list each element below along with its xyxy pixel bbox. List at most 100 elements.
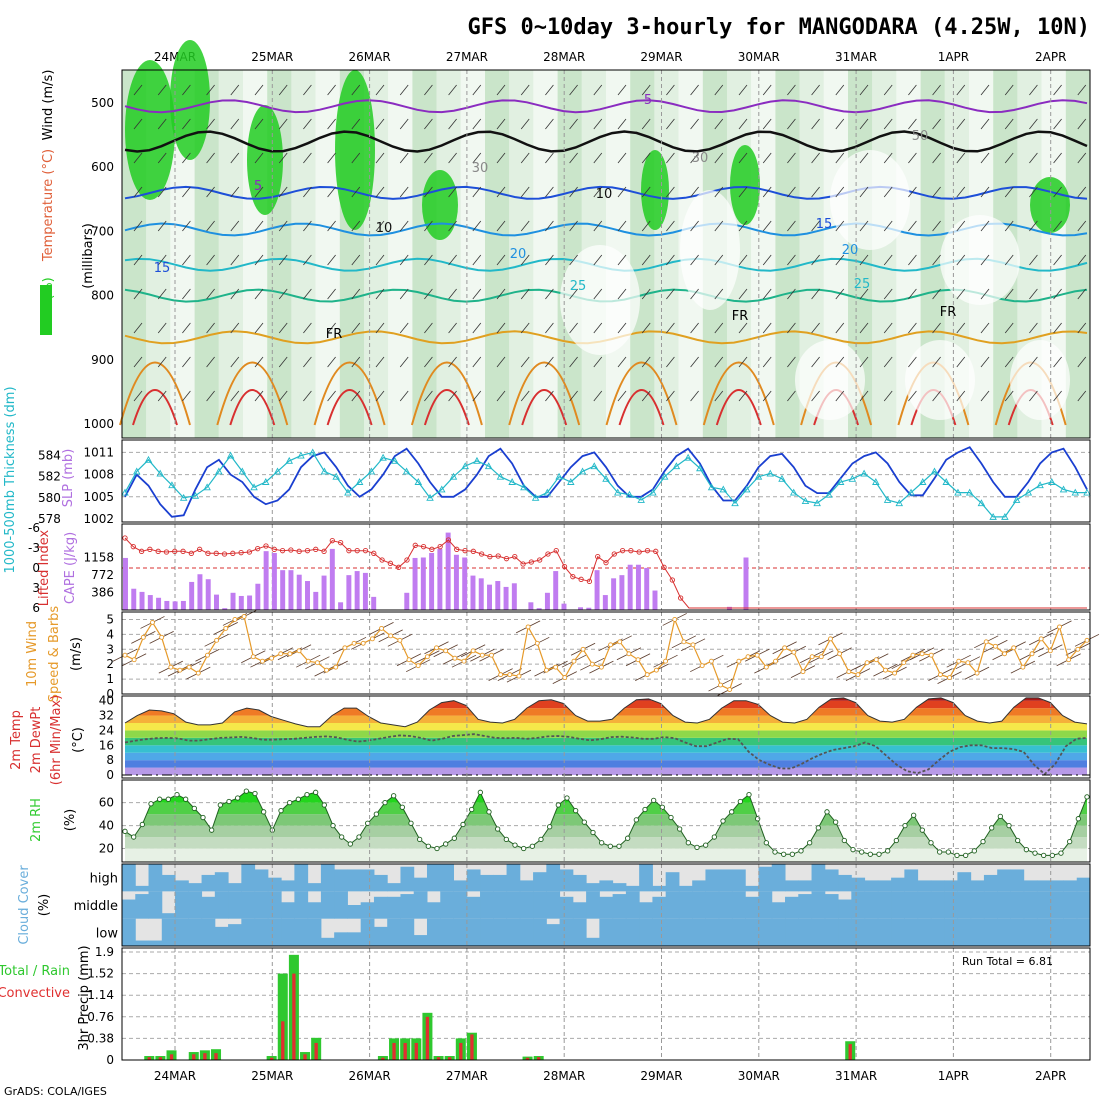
rh-point xyxy=(781,851,787,857)
wind-barb xyxy=(472,390,482,402)
temp-axis-label-3: (6hr Min/Max) xyxy=(49,695,64,785)
cape-bar xyxy=(627,564,633,610)
lifted-index-point xyxy=(205,550,211,556)
thickness-point xyxy=(273,467,282,475)
wind-barb xyxy=(980,186,990,198)
hot-contour xyxy=(715,389,762,426)
rh-point xyxy=(633,817,639,823)
rh-point xyxy=(989,825,995,831)
thickness-point xyxy=(449,472,458,480)
rh-point xyxy=(763,840,769,846)
wind-barb xyxy=(1029,356,1038,368)
cloud-cell xyxy=(122,918,136,946)
wind-barb xyxy=(762,152,772,164)
wind-barb xyxy=(496,390,506,402)
slp-axis-label: SLP (mb) xyxy=(61,449,76,508)
lifted-index-point xyxy=(196,546,203,552)
cape-bar xyxy=(644,567,650,610)
wind-barb xyxy=(811,254,820,266)
lifted-index-point xyxy=(470,548,476,554)
rh-point xyxy=(1032,850,1038,856)
wind-barb xyxy=(835,152,845,164)
wind-barb xyxy=(254,220,264,232)
cloud-cell xyxy=(320,864,335,892)
cloud-cell xyxy=(944,891,958,919)
cloud-cell xyxy=(135,885,150,892)
cloud-cell xyxy=(731,918,746,946)
cloud-cell xyxy=(798,880,813,892)
rh-point xyxy=(521,845,527,852)
wind-speed-point xyxy=(708,658,714,664)
cloud-cell xyxy=(241,891,256,919)
thickness-point xyxy=(813,499,821,507)
wind-barb xyxy=(303,356,312,368)
thickness-point xyxy=(567,478,575,485)
wind-barb xyxy=(932,186,941,198)
date-label-top: 1APR xyxy=(938,50,969,64)
wind-axis-label-3: (m/s) xyxy=(69,637,84,671)
lifted-index-point xyxy=(213,550,219,556)
wind-barb xyxy=(1053,152,1062,164)
wind-barb xyxy=(327,356,336,368)
cape-bar xyxy=(271,552,277,610)
wind-speed-point xyxy=(406,657,412,663)
wind-barb xyxy=(1029,390,1038,402)
wind-barb xyxy=(424,356,433,368)
wind-speed-point xyxy=(663,658,669,664)
wind-barb xyxy=(714,118,724,130)
wind-barb xyxy=(666,152,675,164)
wind-barb xyxy=(545,254,554,266)
cape-bar xyxy=(329,548,335,610)
rh-point xyxy=(235,795,241,801)
wind-barb xyxy=(714,84,724,96)
rh-shade xyxy=(412,70,437,438)
cloud-cell xyxy=(413,935,428,946)
rh-band xyxy=(125,791,1087,803)
cloud-cell xyxy=(758,866,773,892)
wind-barb xyxy=(714,288,724,300)
wind-speed-point xyxy=(837,651,843,657)
rh-point xyxy=(347,841,353,847)
wind-barb xyxy=(714,322,724,334)
lifted-index-point xyxy=(603,560,609,566)
wind-barb xyxy=(351,118,361,130)
wind-barb xyxy=(351,390,361,402)
cape-axis-label: CAPE (J/kg) xyxy=(63,532,78,604)
wind-barb xyxy=(593,186,603,198)
precip-total-bar xyxy=(277,973,288,1060)
wind-barb xyxy=(883,220,893,232)
wind-barb xyxy=(859,152,869,164)
rh-point xyxy=(581,819,587,825)
thickness-point xyxy=(1083,488,1091,496)
wind-barb xyxy=(641,322,651,334)
thickness-point xyxy=(226,451,235,459)
cloud-cell xyxy=(135,894,150,919)
rh-point xyxy=(1015,837,1021,844)
cloud-cell xyxy=(440,891,455,919)
hot-contour xyxy=(618,389,665,426)
wind-speed-point xyxy=(571,658,577,664)
wind-barb xyxy=(1004,220,1014,232)
thickness-point xyxy=(965,488,974,496)
cloud-cell xyxy=(267,891,282,919)
lifted-index-point xyxy=(595,554,601,560)
lifted-index-point xyxy=(238,550,244,556)
wind-barb xyxy=(883,186,893,198)
thickness-point xyxy=(203,483,211,491)
cape-bar xyxy=(371,596,377,610)
lifted-index-point xyxy=(138,548,145,554)
wind-barb xyxy=(617,288,627,300)
wind-barb xyxy=(545,118,554,130)
wind-speed-point xyxy=(324,667,330,673)
date-label-top: 31MAR xyxy=(835,50,877,64)
wind-barb xyxy=(254,322,264,334)
wind-barb xyxy=(883,288,893,300)
wind-barb xyxy=(762,322,772,334)
thickness-point xyxy=(789,488,798,496)
wind-barb xyxy=(956,84,966,96)
cloud-level-label: middle xyxy=(74,899,118,914)
date-axis-top: 24MAR 25MAR 26MAR 27MAR 28MAR 29MAR 30MAR 31MAR… xyxy=(154,50,1066,64)
cloud-cell xyxy=(533,918,547,946)
rh-point xyxy=(885,848,891,854)
date-label-top: 27MAR xyxy=(446,50,488,64)
